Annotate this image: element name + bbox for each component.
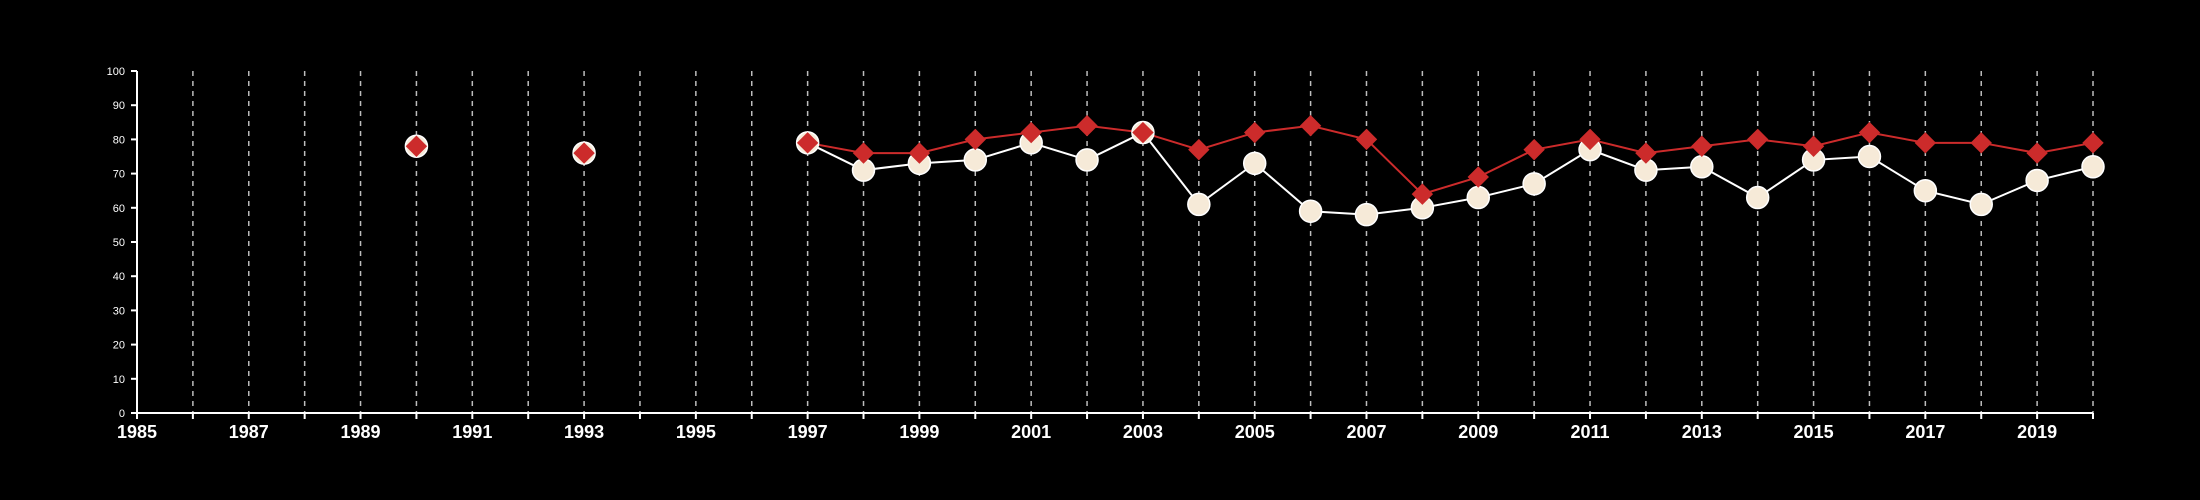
series-1-point-2014 (1746, 128, 1769, 151)
series-0-line-segment (807, 131, 2094, 216)
series-0-point-2016 (1857, 144, 1882, 169)
x-tick-label: 1999 (899, 422, 939, 442)
series-1-point-2012 (1635, 142, 1657, 164)
series-0-point-2006 (1298, 199, 1323, 223)
series-1-line-segment (807, 124, 2094, 196)
series-1-point-2020 (2082, 132, 2104, 154)
series-0-point-2005 (1242, 151, 1267, 176)
y-tick-label: 40 (113, 271, 125, 283)
series-1-point-1998 (852, 142, 875, 164)
series-0-point-2007 (1354, 202, 1379, 227)
series-1-point-2011 (1579, 128, 1601, 151)
series-0-point-2010 (1522, 172, 1546, 196)
series-1-point-1997 (796, 132, 819, 154)
axes (136, 71, 2093, 414)
series-0-point-2000 (963, 148, 988, 172)
series-1-point-2008 (1411, 183, 1434, 205)
series-0-point-2014 (1745, 185, 1770, 210)
x-tick-label: 2003 (1123, 422, 1163, 442)
grid (192, 71, 2094, 413)
series-1-point-2017 (1914, 132, 1937, 154)
x-tick-label: 2009 (1458, 422, 1498, 442)
series-1-point-2001 (1020, 121, 1042, 144)
series-0-point-2018 (1969, 192, 1993, 217)
x-tick-label: 2015 (1794, 422, 1834, 442)
y-tick-label: 100 (107, 66, 125, 78)
series-1-point-2003 (1132, 121, 1154, 144)
series-1-point-2006 (1299, 115, 1322, 137)
y-tick-label: 10 (113, 374, 125, 386)
x-tick-label: 1987 (229, 422, 269, 442)
x-tick-label: 2017 (1905, 422, 1945, 442)
series-lines (807, 124, 2094, 216)
y-tick-label: 0 (119, 408, 125, 420)
series-0-point-2020 (2081, 155, 2105, 179)
series-0-point-2004 (1187, 192, 1211, 217)
series-1-point-2009 (1467, 166, 1489, 188)
series-1-point-2000 (964, 128, 986, 151)
x-tick-label: 2019 (2017, 422, 2057, 442)
x-tick-label: 2011 (1570, 422, 1609, 442)
y-tick-label: 20 (113, 340, 125, 352)
series-1-point-2007 (1355, 128, 1378, 151)
y-tick-label: 70 (113, 169, 125, 181)
series-1-point-2005 (1244, 121, 1266, 144)
y-tick-label: 80 (113, 134, 125, 146)
y-tick-label: 60 (113, 203, 125, 215)
series-0-point-2017 (1913, 178, 1938, 203)
x-tick-label: 1985 (117, 422, 157, 442)
series-1-point-2019 (2026, 142, 2048, 164)
series-1-point-2018 (1970, 132, 1992, 154)
x-tick-label: 2007 (1346, 422, 1386, 442)
y-tick-label: 90 (113, 100, 125, 112)
series-0-point-2009 (1466, 185, 1491, 210)
series-1-point-2002 (1076, 115, 1098, 137)
x-axis-ticks: 1985 1987 1989 1991 1993 1995 1997 1999 2001 2003… (117, 413, 2094, 442)
series-1-point-1990 (405, 135, 428, 157)
x-tick-label: 1995 (676, 422, 716, 442)
series-points (404, 115, 2105, 227)
y-tick-label: 30 (113, 305, 125, 317)
x-tick-label: 1991 (452, 422, 492, 442)
x-tick-label: 1993 (564, 422, 604, 442)
x-tick-label: 2005 (1235, 422, 1275, 442)
series-1-point-2016 (1858, 121, 1881, 144)
series-1-point-2013 (1691, 135, 1713, 157)
x-tick-label: 2013 (1682, 422, 1722, 442)
y-axis-ticks: 0 10 20 30 40 50 60 70 80 90 100 (107, 66, 137, 420)
x-tick-label: 1997 (788, 422, 828, 442)
series-1-point-2004 (1188, 138, 1210, 161)
series-1-point-1999 (908, 142, 931, 164)
series-1-point-1993 (573, 142, 595, 164)
series-0-point-2019 (2025, 168, 2049, 193)
series-1-point-2010 (1523, 138, 1545, 161)
series-0-point-2002 (1075, 148, 1099, 172)
series-1-point-2015 (1802, 135, 1825, 157)
y-tick-label: 50 (113, 237, 125, 249)
series-0-point-2013 (1690, 155, 1714, 179)
x-tick-label: 1989 (341, 422, 381, 442)
x-tick-label: 2001 (1011, 422, 1051, 442)
